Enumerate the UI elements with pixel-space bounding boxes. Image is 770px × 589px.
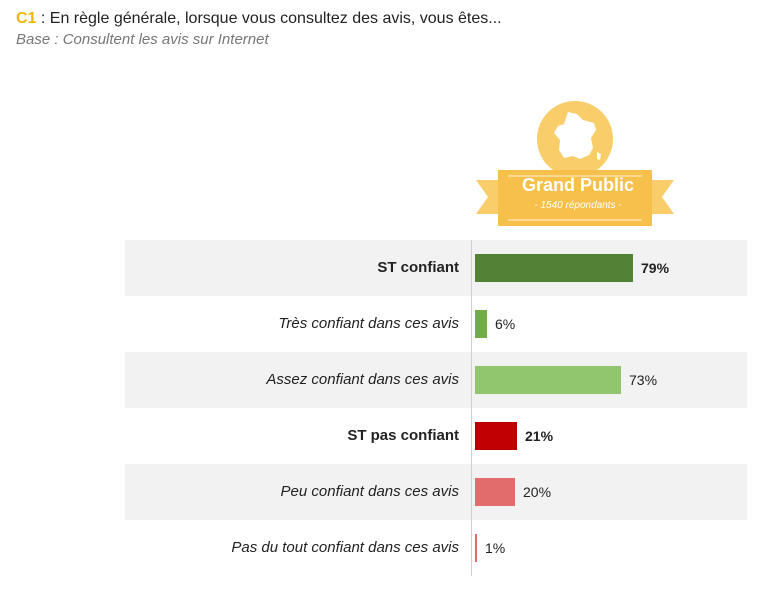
bar [475, 366, 621, 394]
badge-title: Grand Public [521, 175, 635, 195]
value-label: 20% [523, 484, 552, 500]
bar [475, 310, 487, 338]
chart-row-st-confiant: ST confiant 79% [125, 240, 747, 296]
category-label: ST confiant [377, 259, 459, 276]
value-label: 6% [495, 316, 516, 332]
grand-public-badge: Grand Public - 1540 répondants - [470, 92, 680, 232]
france-map-icon [554, 112, 601, 160]
question-code: C1 [16, 10, 37, 27]
chart-row-st-pas-confiant: ST pas confiant 21% [125, 408, 747, 464]
category-label: Peu confiant dans ces avis [280, 483, 459, 500]
bar [475, 478, 515, 506]
base-note: Base : Consultent les avis sur Internet [16, 31, 269, 48]
value-label: 79% [641, 260, 670, 276]
value-label: 21% [525, 428, 554, 444]
value-label: 73% [629, 372, 658, 388]
bar [475, 254, 633, 282]
badge-graphic [476, 101, 674, 226]
ribbon-band [498, 170, 652, 226]
bar [475, 422, 517, 450]
chart-row-assez-confiant: Assez confiant dans ces avis 73% [125, 352, 747, 408]
bar-chart: ST confiant 79% Très confiant dans ces a… [125, 240, 747, 576]
chart-row-peu-confiant: Peu confiant dans ces avis 20% [125, 464, 747, 520]
category-label: Pas du tout confiant dans ces avis [231, 539, 459, 556]
badge-subtitle: - 1540 répondants - [534, 200, 622, 211]
value-label: 1% [485, 540, 506, 556]
category-label: Très confiant dans ces avis [278, 315, 459, 332]
chart-row-tres-confiant: Très confiant dans ces avis 6% [125, 296, 747, 352]
category-label: Assez confiant dans ces avis [266, 371, 459, 388]
category-label: ST pas confiant [347, 427, 459, 444]
category-axis-line [471, 240, 472, 576]
question-label: : En règle générale, lorsque vous consul… [36, 10, 502, 27]
bar [475, 534, 477, 562]
chart-row-pas-du-tout-confiant: Pas du tout confiant dans ces avis 1% [125, 520, 747, 576]
chart-header: C1 : En règle générale, lorsque vous con… [16, 8, 502, 50]
question-text: C1 : En règle générale, lorsque vous con… [16, 8, 502, 30]
